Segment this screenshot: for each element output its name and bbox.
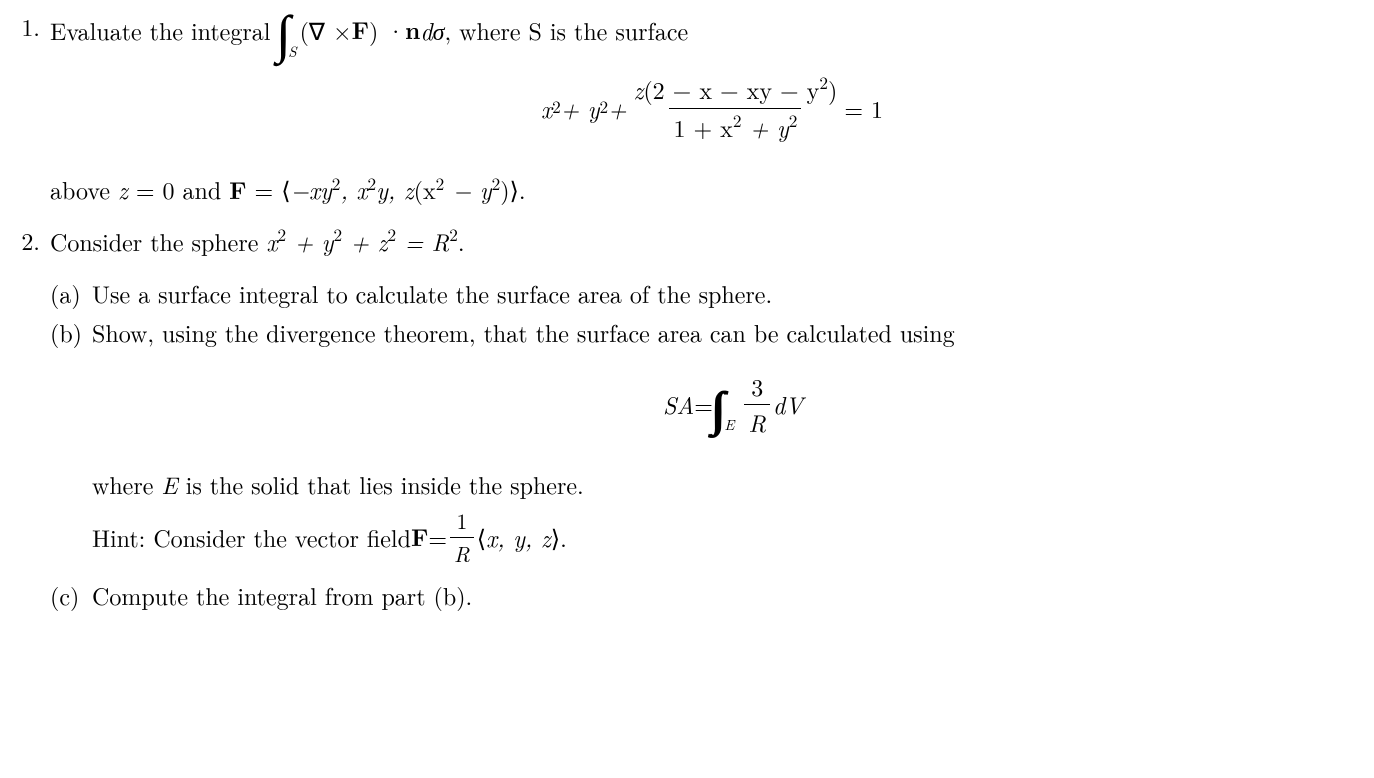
q1-surface-equation: x2 + y2 + z(2 − x − xy − y2) 1 + x2 + y2… [50,72,1374,144]
q1-body: Evaluate the integral ∫∫S (∇ × F) · ndσ … [50,10,1374,212]
q2b: (b) Show, using the divergence theorem, … [50,316,1374,573]
q2b-equation: SA = ∫∫∫E 3 R dV [92,370,1374,440]
q2a: (a) Use a surface integral to calculate … [50,277,1374,311]
q2-sublist: (a) Use a surface integral to calculate … [50,277,1374,613]
q2b-where: where E is the solid that lies inside th… [92,468,1374,502]
question-1: 1. Evaluate the integral ∫∫S (∇ × F) · n… [0,10,1374,212]
q2-number: 2. [0,224,50,258]
q1-above-line: above z = 0 and F = −xy2, x2y, z(x2 − y2… [50,172,1374,208]
q2b-hint: Hint: Consider the vector field F = 1 R … [92,506,567,569]
q1-intro: Evaluate the integral [50,14,270,48]
q2c: (c) Compute the integral from part (b). [50,579,1374,613]
q1-integral: ∫∫S (∇ × F) · ndσ [276,10,444,52]
q1-number: 1. [0,10,50,44]
q1-after: , where S is the surface [444,14,688,48]
q2-intro: Consider the sphere x2 + y2 + z2 = R2. [50,224,1374,259]
question-2: 2. Consider the sphere x2 + y2 + z2 = R2… [0,224,1374,619]
q1-fraction: z(2 − x − xy − y2) 1 + x2 + y2 [630,72,842,144]
q2-body: Consider the sphere x2 + y2 + z2 = R2. (… [50,224,1374,619]
